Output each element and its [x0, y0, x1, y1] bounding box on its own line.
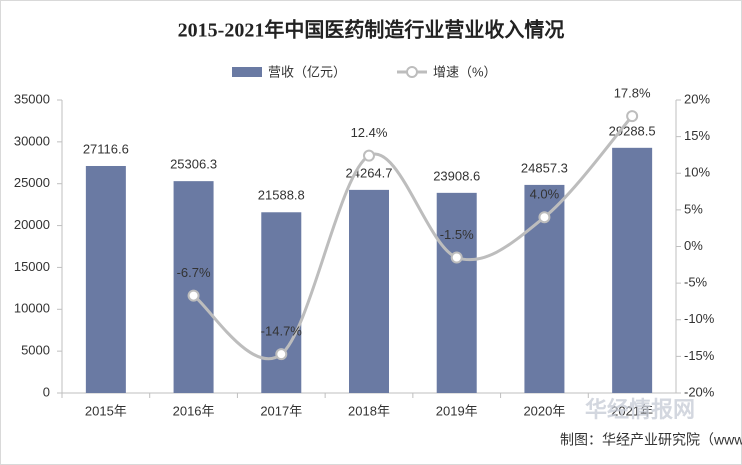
y-tick-label: 30000 — [14, 133, 50, 148]
x-tick-label: 2019年 — [436, 403, 478, 418]
y-tick-label: 10000 — [14, 301, 50, 316]
y2-tick-label: 0% — [684, 238, 703, 253]
y-tick-label: 15000 — [14, 259, 50, 274]
bar-label: 24857.3 — [521, 160, 568, 175]
line-label: 17.8% — [614, 86, 651, 101]
bar — [173, 181, 214, 393]
y2-tick-label: 15% — [684, 128, 710, 143]
x-tick-label: 2020年 — [523, 403, 565, 418]
x-tick-label: 2016年 — [173, 403, 215, 418]
bar-label: 27116.6 — [83, 141, 129, 156]
x-tick-label: 2021年 — [611, 403, 653, 418]
line-label: 4.0% — [530, 187, 560, 202]
watermark: 华经情报网 — [585, 397, 695, 422]
bar — [436, 192, 477, 393]
bar — [349, 189, 389, 393]
source: 制图：华经产业研究院（www.huaon.com） — [560, 432, 742, 448]
bar-label: 29288.5 — [609, 123, 656, 138]
legend-label: 营收（亿元） — [268, 64, 346, 79]
y2-tick-label: -10% — [684, 311, 715, 326]
legend-swatch — [232, 67, 262, 77]
y-tick-label: 0 — [43, 384, 50, 399]
y2-tick-label: -20% — [684, 384, 715, 399]
y2-tick-label: -5% — [684, 275, 708, 290]
bar — [261, 212, 302, 393]
bar-label: 25306.3 — [170, 157, 217, 172]
y-tick-label: 25000 — [14, 175, 50, 190]
line-label: -1.5% — [440, 227, 474, 242]
chart-title: 2015-2021年中国医药制造行业营业收入情况 — [178, 18, 565, 42]
y2-tick-label: 5% — [684, 201, 703, 216]
line-marker — [626, 110, 639, 123]
line-marker — [275, 348, 288, 361]
line-label: 12.4% — [351, 125, 388, 140]
line-label: -14.7% — [261, 324, 303, 339]
bar — [612, 147, 653, 393]
legend-swatch — [406, 66, 418, 78]
x-tick-label: 2018年 — [348, 403, 390, 418]
bar — [85, 165, 126, 393]
line-marker — [538, 211, 551, 224]
line-marker — [450, 251, 463, 264]
legend-label: 增速（%） — [433, 64, 497, 79]
bar-label: 21588.8 — [258, 188, 305, 203]
y2-tick-label: 20% — [684, 91, 710, 106]
line-marker — [187, 289, 200, 302]
x-tick-label: 2015年 — [85, 403, 127, 418]
y-tick-label: 5000 — [21, 343, 50, 358]
y-tick-label: 20000 — [14, 217, 50, 232]
bar-label: 23908.6 — [433, 168, 480, 183]
x-tick-label: 2017年 — [260, 403, 302, 418]
y-tick-label: 35000 — [14, 91, 50, 106]
line-label: -6.7% — [177, 265, 211, 280]
y2-tick-label: 10% — [684, 165, 710, 180]
line-marker — [363, 149, 375, 162]
y2-tick-label: -15% — [684, 348, 715, 363]
